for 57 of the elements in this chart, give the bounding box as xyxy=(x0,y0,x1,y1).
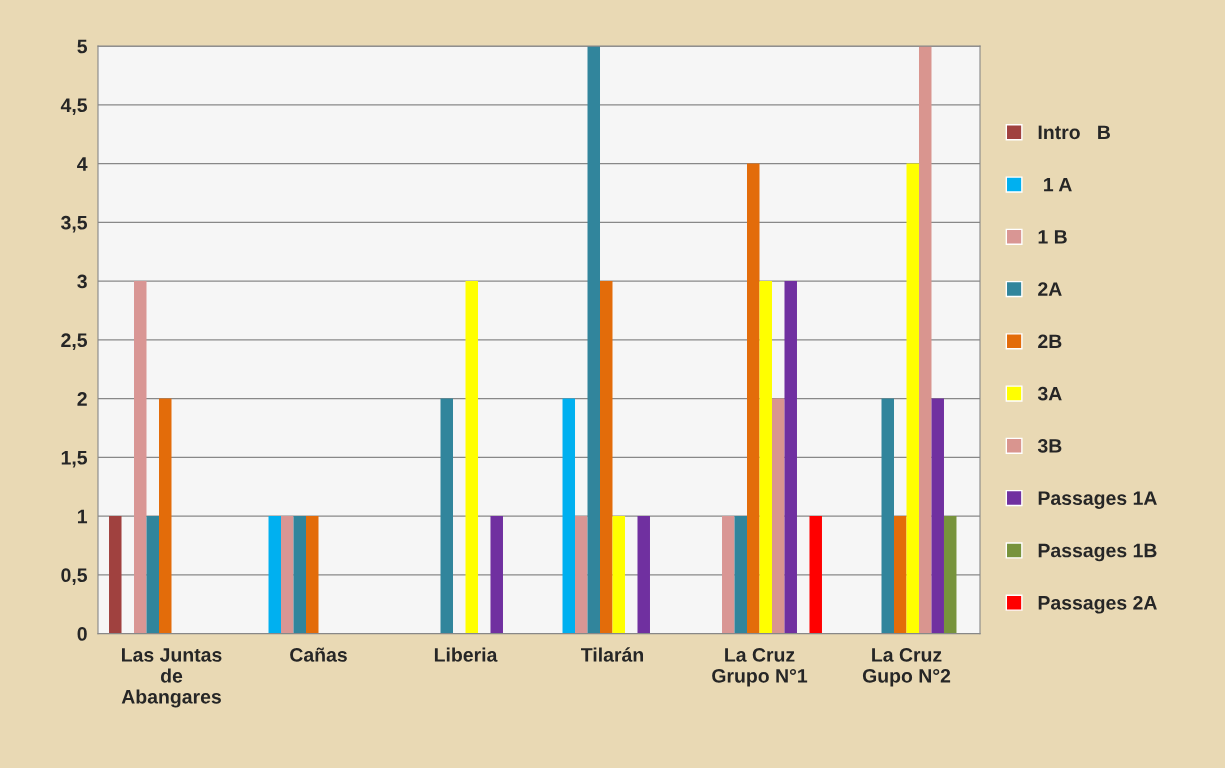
bar xyxy=(159,398,172,634)
bar xyxy=(918,46,932,634)
legend-label: Passages 1B xyxy=(1038,543,1157,562)
y-tick-label: 2,5 xyxy=(61,333,88,350)
legend-label: 2B xyxy=(1038,334,1062,349)
y-tick-label: 1,5 xyxy=(61,451,88,468)
bar xyxy=(722,516,735,634)
bar xyxy=(881,398,894,634)
x-tick-label: La Cruz Grupo N°1 xyxy=(712,648,808,687)
bar xyxy=(440,398,454,634)
bar xyxy=(894,516,907,634)
bar xyxy=(809,516,822,634)
y-tick-label: 3 xyxy=(77,274,87,289)
x-tick-label: Liberia xyxy=(434,647,498,662)
legend-label: 1 A xyxy=(1044,177,1072,192)
bar xyxy=(465,281,478,634)
y-tick-label: 1 xyxy=(77,509,88,524)
bar xyxy=(109,516,122,634)
legend-label: Passages 1A xyxy=(1038,491,1157,509)
y-tick-label: 2 xyxy=(77,392,87,406)
bar xyxy=(612,516,625,634)
bar xyxy=(293,516,307,634)
bar xyxy=(587,46,601,634)
y-tick-label: 0 xyxy=(77,627,87,641)
legend-label: 3A xyxy=(1037,386,1062,401)
bar xyxy=(771,398,785,634)
bar xyxy=(490,516,503,634)
bar xyxy=(931,398,944,634)
bar xyxy=(306,516,319,634)
x-tick-label: Tilarán xyxy=(581,647,644,662)
y-tick-label: 4,5 xyxy=(60,98,88,115)
bar xyxy=(759,281,772,634)
legend-label: Passages 2A xyxy=(1038,595,1157,614)
bar xyxy=(747,163,760,634)
legend-label: Intro B xyxy=(1038,125,1110,140)
y-tick-label: 5 xyxy=(77,39,88,54)
bar xyxy=(575,516,588,634)
x-tick-label: Las Juntas de Abangares xyxy=(121,648,222,708)
legend-label: 3B xyxy=(1037,438,1062,453)
x-tick-label: Cañas xyxy=(290,647,347,662)
x-tick-label: La Cruz Gupo N°2 xyxy=(862,648,951,687)
bar xyxy=(906,163,919,634)
legend-label: 1 B xyxy=(1038,230,1067,244)
bar xyxy=(146,516,160,634)
y-tick-label: 4 xyxy=(77,157,88,171)
y-tick-label: 3,5 xyxy=(61,215,88,233)
bar xyxy=(562,398,576,634)
bar xyxy=(268,516,282,634)
bar xyxy=(734,516,747,634)
bar xyxy=(637,516,650,634)
bar xyxy=(784,281,797,634)
bar xyxy=(943,516,957,634)
y-tick-label: 0,5 xyxy=(61,568,88,585)
bar xyxy=(600,281,613,634)
bar xyxy=(134,281,147,634)
bar xyxy=(281,516,294,634)
legend-label: 2A xyxy=(1038,282,1062,296)
